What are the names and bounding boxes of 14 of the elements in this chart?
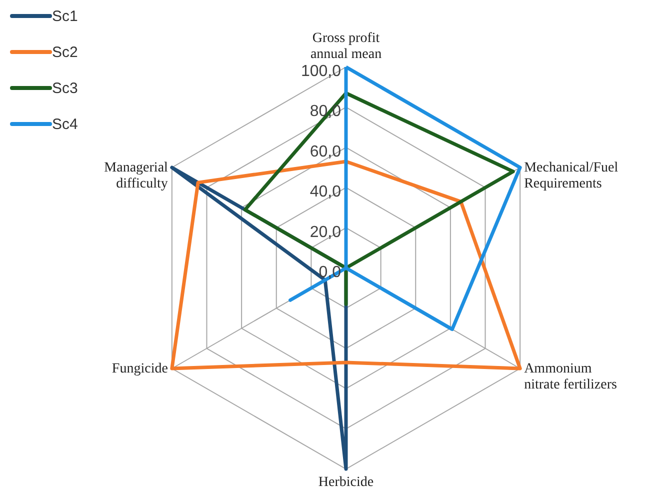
legend-label: Sc1 — [52, 8, 78, 25]
y-tick-label: 40,0 — [310, 184, 342, 201]
legend-label: Sc3 — [52, 80, 78, 97]
spoke-label: Managerial difficulty — [104, 160, 168, 192]
spoke-label: Herbicide — [318, 475, 374, 490]
y-tick-label: 100,0 — [300, 63, 342, 80]
spoke-label: Fungicide — [112, 362, 168, 376]
spoke-label: Mechanical/Fuel Requirements — [524, 160, 618, 192]
legend-label: Sc4 — [52, 116, 78, 133]
legend-label: Sc2 — [52, 44, 78, 61]
y-tick-label: 60,0 — [310, 143, 342, 160]
y-tick-label: 20,0 — [310, 224, 342, 241]
spoke-label: Gross profit annual mean — [310, 31, 382, 62]
spoke-label: Ammonium nitrate fertilizers — [524, 362, 617, 392]
